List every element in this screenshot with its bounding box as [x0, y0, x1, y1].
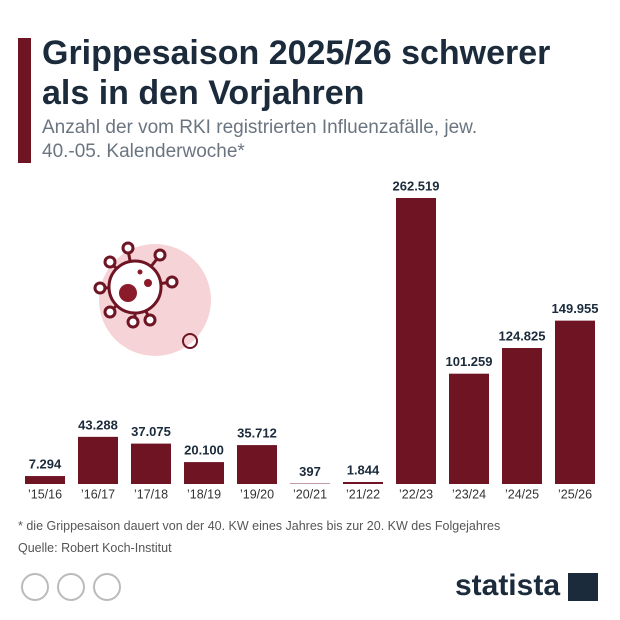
x-tick-label: ’19/20 — [240, 487, 274, 501]
bar — [502, 348, 542, 484]
value-label: 43.288 — [78, 417, 118, 432]
x-tick-label: ’17/18 — [134, 487, 168, 501]
value-label: 35.712 — [237, 426, 277, 441]
value-label: 1.844 — [347, 462, 380, 477]
x-tick-label: ’24/25 — [505, 487, 539, 501]
value-label: 397 — [299, 464, 321, 479]
x-tick-label: ’22/23 — [399, 487, 433, 501]
value-label: 37.075 — [131, 424, 171, 439]
x-tick-label: ’20/21 — [293, 487, 327, 501]
chart-title: Grippesaison 2025/26 schwerer als in den… — [42, 34, 551, 112]
x-tick-label: ’25/26 — [558, 487, 592, 501]
chart-subtitle: Anzahl der vom RKI registrierten Influen… — [42, 117, 478, 162]
value-label: 262.519 — [393, 178, 440, 193]
x-tick-label: ’23/24 — [452, 487, 486, 501]
accent-bar — [18, 38, 31, 163]
bar — [449, 373, 489, 484]
brand: statista — [455, 569, 560, 602]
bar — [131, 443, 171, 484]
x-tick-label: ’18/19 — [187, 487, 221, 501]
footnote: * die Grippesaison dauert von der 40. KW… — [18, 519, 501, 533]
value-label: 7.294 — [29, 456, 62, 471]
value-label: 124.825 — [499, 328, 546, 343]
bar — [396, 198, 436, 484]
value-label: 101.259 — [446, 354, 493, 369]
license-icons — [21, 573, 121, 601]
bar — [237, 445, 277, 484]
x-tick-label: ’15/16 — [28, 487, 62, 501]
footer: * die Grippesaison dauert von der 40. KW… — [18, 515, 500, 559]
x-tick-label: ’21/22 — [346, 487, 380, 501]
bar — [25, 476, 65, 484]
bar — [343, 481, 383, 484]
brand-logo-mark — [568, 573, 598, 601]
bar — [78, 436, 118, 484]
value-label: 149.955 — [552, 301, 599, 316]
value-label: 20.100 — [184, 443, 224, 458]
virus-illustration — [93, 241, 211, 356]
source: Quelle: Robert Koch-Institut — [18, 541, 172, 555]
x-tick-label: ’16/17 — [81, 487, 115, 501]
bar — [555, 320, 595, 484]
bar — [184, 462, 224, 484]
